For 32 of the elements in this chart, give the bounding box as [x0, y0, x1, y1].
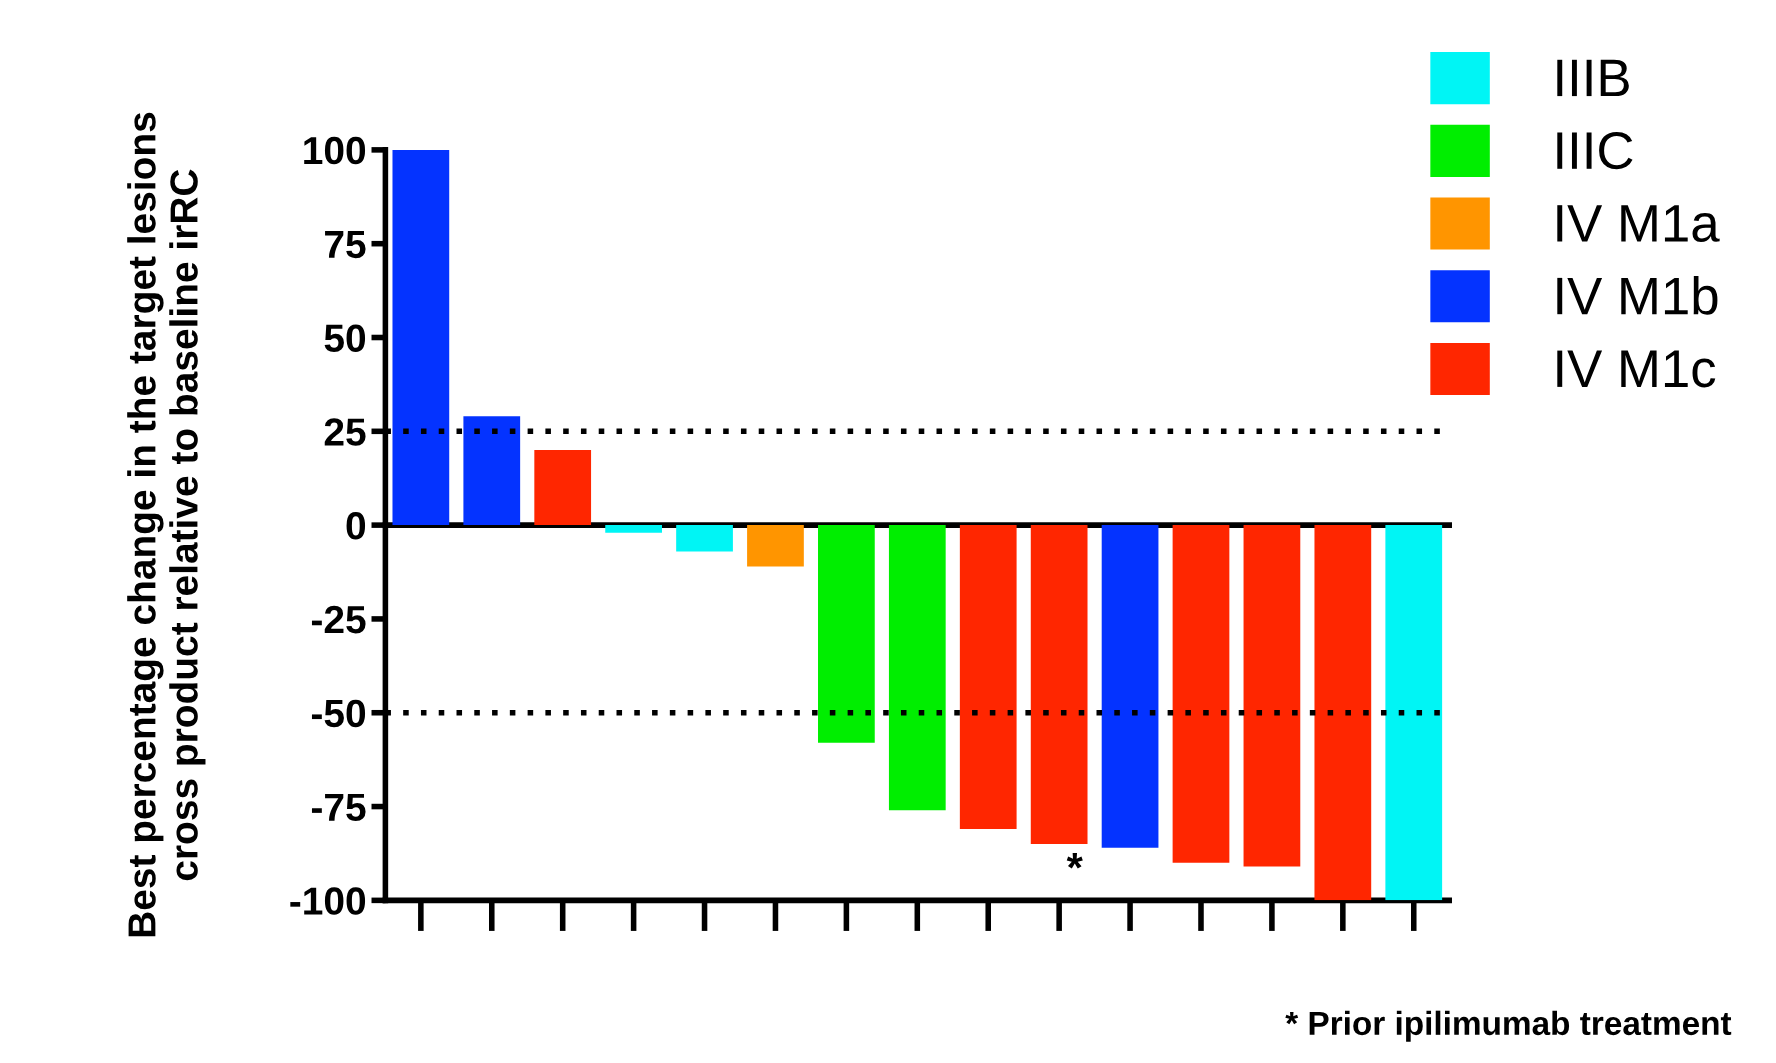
legend-label: IV M1b — [1557, 275, 1718, 315]
legend-label: IIIB — [1557, 59, 1629, 97]
bar — [463, 416, 521, 526]
legend-label: IV M1a — [1557, 205, 1720, 243]
bar — [747, 525, 804, 567]
y-tick-label: -25 — [311, 605, 366, 634]
bar — [392, 149, 450, 526]
bar — [818, 525, 875, 743]
text: * Prior ipilimumab treatment — [1285, 1010, 1732, 1042]
y-tick-label: -50 — [311, 699, 366, 728]
y-tick-label: -100 — [290, 887, 366, 915]
y-axis-title: Best percentage change in the target lesions cross product relative to baseline irRC — [127, 112, 206, 937]
bar — [534, 450, 592, 526]
y-tick-label: 100 — [304, 136, 366, 165]
legend-label: IV M1c — [1557, 350, 1716, 388]
y-tick-label: 0 — [346, 512, 366, 540]
bar — [1172, 525, 1230, 863]
bar — [605, 525, 662, 533]
bar — [1314, 525, 1372, 901]
legend-label: IIIC — [1557, 131, 1633, 170]
bar — [1101, 525, 1159, 848]
bar — [1030, 525, 1088, 845]
bar — [1385, 525, 1443, 901]
y-tick-label: 75 — [325, 231, 366, 259]
bar — [959, 525, 1017, 830]
y-tick-label: -75 — [311, 793, 366, 822]
bar — [676, 525, 733, 552]
y-tick-label: 25 — [324, 418, 366, 446]
annotation: * — [1066, 853, 1083, 869]
bar — [1243, 525, 1301, 867]
y-tick-label: 50 — [324, 324, 366, 352]
bar — [888, 525, 946, 811]
